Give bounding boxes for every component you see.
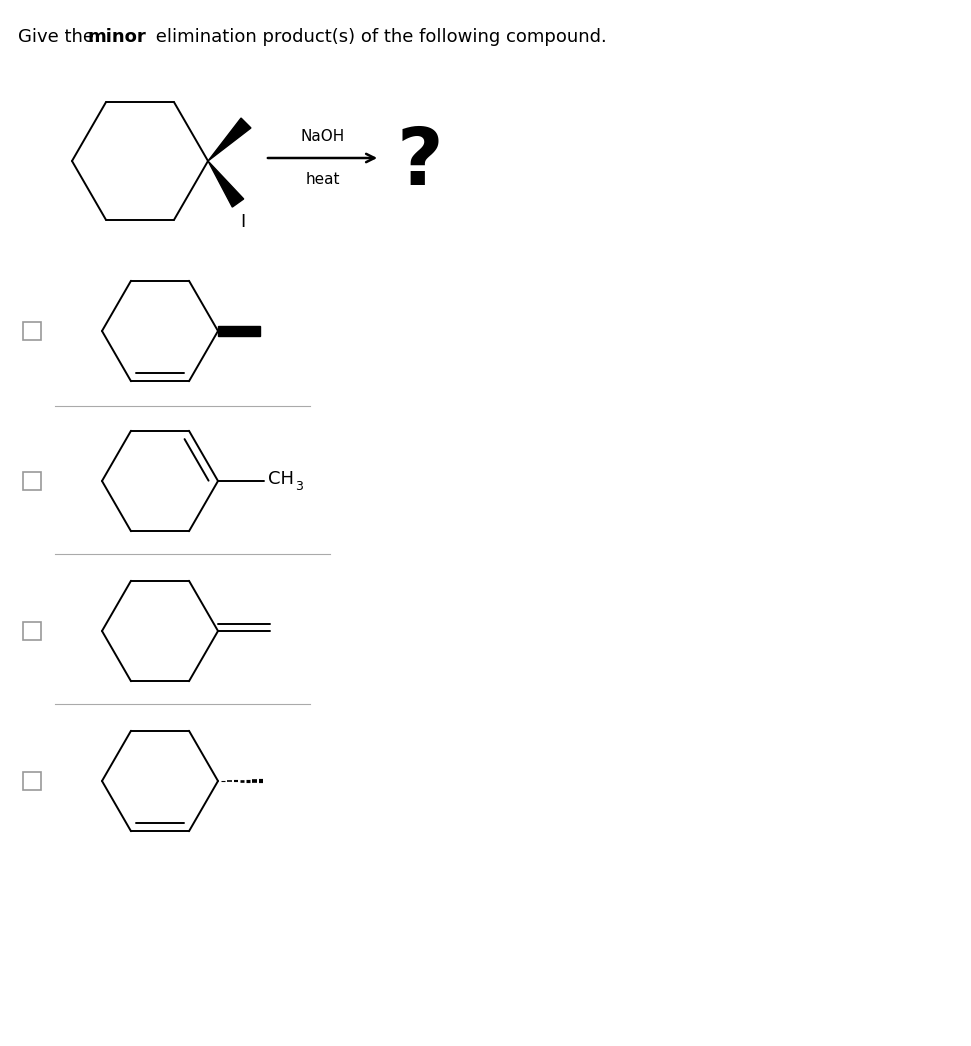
Text: CH: CH xyxy=(268,470,294,488)
Polygon shape xyxy=(208,161,244,207)
Text: Give the: Give the xyxy=(18,28,100,46)
Bar xyxy=(23,322,41,340)
Bar xyxy=(23,622,41,640)
Bar xyxy=(23,472,41,490)
Polygon shape xyxy=(208,118,251,161)
Text: 3: 3 xyxy=(295,480,303,494)
Text: I: I xyxy=(240,213,246,231)
Polygon shape xyxy=(218,326,260,336)
Text: heat: heat xyxy=(305,172,340,187)
Text: elimination product(s) of the following compound.: elimination product(s) of the following … xyxy=(150,28,607,46)
Text: minor: minor xyxy=(87,28,146,46)
Bar xyxy=(23,772,41,790)
Text: NaOH: NaOH xyxy=(300,129,345,144)
Text: ?: ? xyxy=(396,124,444,202)
